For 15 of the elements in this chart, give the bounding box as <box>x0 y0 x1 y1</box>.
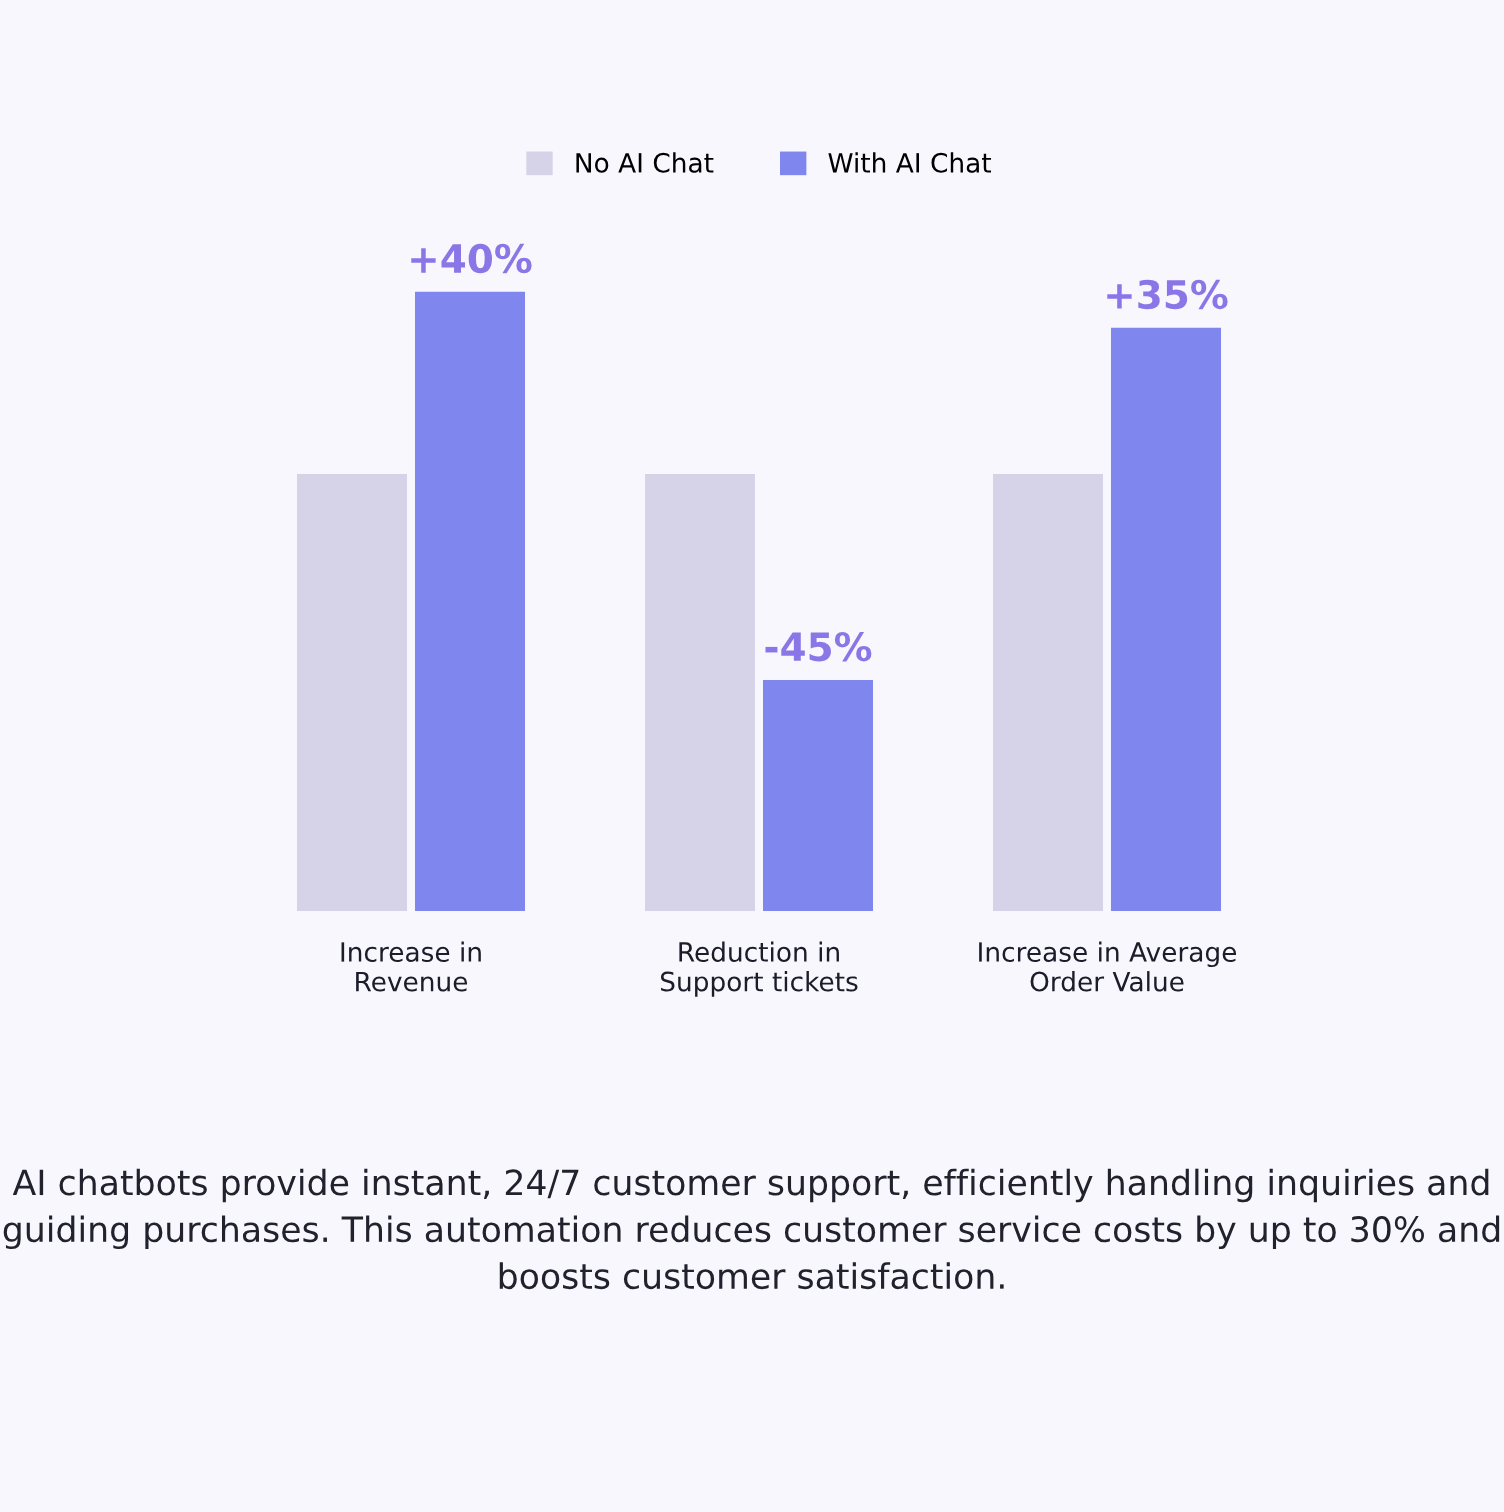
text: AI chatbots provide instant, 24/7 customer support, efficiently handling inquiries and guiding purchases. This automation reduces customer service costs by up to 30% and boosts customer satisfaction. <box>3 1168 1500 1290</box>
bar <box>415 291 525 911</box>
annotation: +35% <box>1107 279 1228 310</box>
annotation: -45% <box>765 632 872 662</box>
bar <box>1111 327 1221 911</box>
bar <box>763 680 873 911</box>
bar <box>297 473 407 911</box>
legend-label: No AI Chat <box>576 152 714 173</box>
bar <box>993 473 1103 911</box>
x-tick-label: Increase in Revenue <box>341 941 481 992</box>
bar <box>645 473 755 911</box>
legend-label: With AI Chat <box>828 152 992 173</box>
annotation: +40% <box>411 243 532 274</box>
x-tick-label: Reduction in Support tickets <box>660 941 858 997</box>
x-tick-label: Increase in Average Order Value <box>979 941 1237 992</box>
